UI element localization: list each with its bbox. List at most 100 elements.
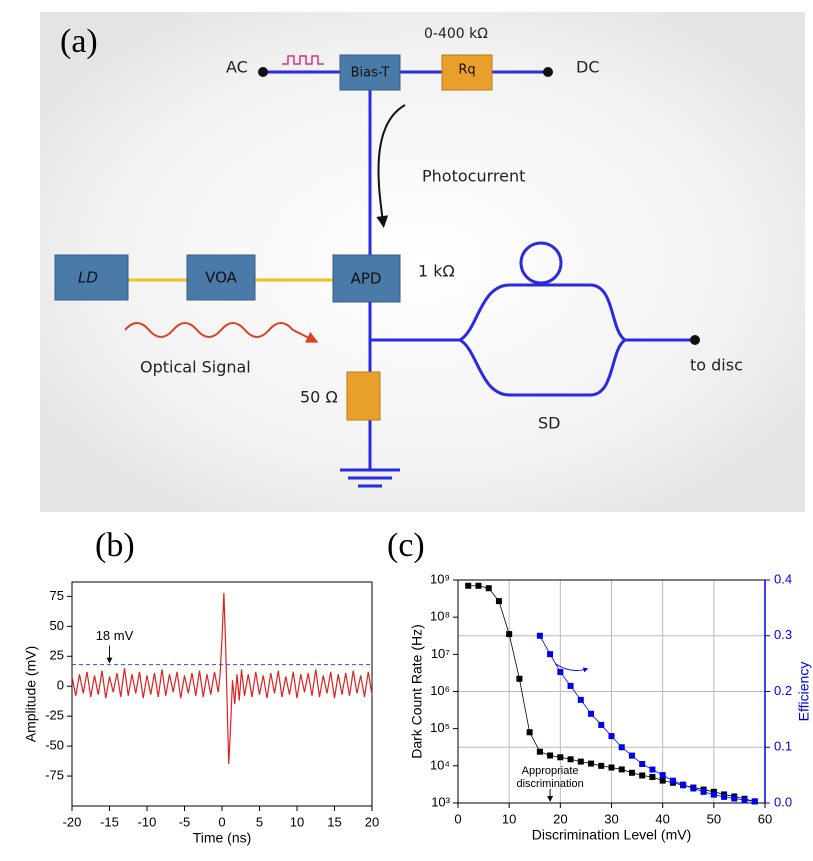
- label: AC: [226, 58, 248, 77]
- point: [577, 758, 584, 765]
- point: [536, 748, 543, 755]
- point: [710, 791, 717, 798]
- optical-wave: [124, 322, 319, 343]
- apd-box: [332, 254, 401, 303]
- point: [588, 710, 595, 717]
- x-tick-label: 0: [454, 811, 461, 826]
- y-tick-label: -75: [45, 767, 64, 782]
- diagram: (a) Bias-T Rq APD L: [40, 12, 805, 512]
- y2-tick-label: 0.3: [774, 627, 792, 642]
- y2-tick-label: 0.0: [774, 794, 792, 809]
- point: [485, 585, 492, 592]
- label: DC: [576, 58, 600, 77]
- point: [649, 774, 656, 781]
- point: [751, 798, 758, 805]
- point: [495, 598, 502, 605]
- point: [536, 632, 543, 639]
- y2-tick-label: 0.2: [774, 683, 792, 698]
- voa-box: [186, 254, 256, 301]
- x-tick-label: 10: [290, 814, 304, 829]
- y-tick-label: 10⁹: [430, 571, 450, 586]
- x-tick-label: 10: [502, 811, 516, 826]
- y-tick-label: -50: [45, 738, 64, 753]
- components: [54, 54, 493, 421]
- point: [639, 772, 646, 779]
- point: [628, 769, 635, 776]
- label: SD: [538, 414, 560, 433]
- series-line: [539, 635, 755, 802]
- rq-box: [441, 54, 493, 91]
- point: [731, 795, 738, 802]
- terminal: [690, 335, 700, 345]
- point: [659, 777, 666, 784]
- terminal: [258, 67, 268, 77]
- y-tick-label: 50: [50, 618, 64, 633]
- y-tick-label: 10⁸: [430, 609, 450, 624]
- x-tick-label: -5: [179, 814, 191, 829]
- point: [516, 675, 523, 682]
- x-tick-label: 20: [365, 814, 379, 829]
- y-tick-label: 10³: [431, 794, 450, 809]
- label: VOA: [205, 269, 238, 287]
- x-tick-label: 30: [604, 811, 618, 826]
- panel-label: (a): [60, 23, 98, 60]
- label: Rq: [458, 63, 475, 78]
- label: APD: [351, 270, 382, 288]
- annotation: discrimination: [516, 778, 583, 790]
- point: [669, 777, 676, 784]
- bias-t-box: [339, 54, 401, 91]
- label: to disc: [690, 356, 743, 375]
- plot-frame: [71, 581, 373, 807]
- point: [618, 766, 625, 773]
- point: [721, 793, 728, 800]
- terminal: [543, 67, 553, 77]
- label: Bias-T: [351, 66, 390, 81]
- x-tick-label: 0: [218, 814, 225, 829]
- y-tick-label: 10⁵: [430, 720, 450, 735]
- photocurrent-arrow: [376, 104, 406, 228]
- point: [547, 651, 554, 658]
- point: [700, 788, 707, 795]
- series-line: [71, 592, 373, 765]
- y-tick-label: -25: [45, 708, 64, 723]
- x-tick-label: 50: [707, 811, 721, 826]
- point: [557, 754, 564, 761]
- series-arrow: [554, 663, 589, 673]
- y2-tick-label: 0.1: [774, 739, 792, 754]
- point: [475, 582, 482, 589]
- point: [618, 744, 625, 751]
- point: [557, 668, 564, 675]
- label: 0-400 kΩ: [424, 26, 488, 42]
- point: [598, 721, 605, 728]
- y-tick-label: 25: [50, 648, 64, 663]
- label: Optical Signal: [140, 358, 251, 377]
- point: [608, 764, 615, 771]
- x-tick-label: 20: [553, 811, 567, 826]
- point: [577, 696, 584, 703]
- point: [628, 752, 635, 759]
- y2-tick-label: 0.4: [774, 571, 792, 586]
- x-tick-label: 40: [655, 811, 669, 826]
- ld-box: [54, 254, 129, 301]
- x-axis-label: Time (ns): [193, 830, 252, 846]
- point: [506, 631, 513, 638]
- point: [639, 760, 646, 767]
- point: [567, 756, 574, 763]
- background: [40, 12, 805, 512]
- point: [547, 752, 554, 759]
- r50-box: [346, 371, 381, 421]
- x-tick-label: -15: [100, 814, 119, 829]
- x-tick-label: 5: [256, 814, 263, 829]
- point: [741, 797, 748, 804]
- point: [608, 733, 615, 740]
- x-axis-label: Discrimination Level (mV): [532, 827, 691, 843]
- label: 50 Ω: [300, 388, 338, 407]
- y-tick-label: 75: [50, 588, 64, 603]
- x-tick-label: -20: [63, 814, 82, 829]
- point: [659, 772, 666, 779]
- x-tick-label: -10: [138, 814, 157, 829]
- panel-label: (b): [95, 527, 135, 564]
- y2-axis-label: Efficiency: [796, 662, 812, 722]
- panel-label: (c): [387, 527, 425, 564]
